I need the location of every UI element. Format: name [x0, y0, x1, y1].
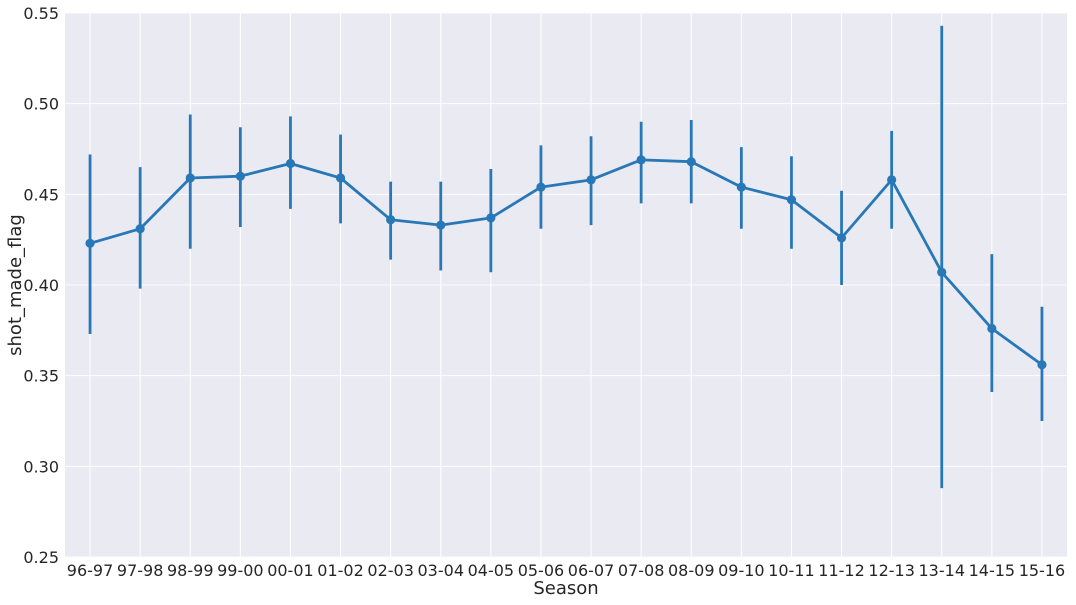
data-point — [235, 171, 245, 181]
data-point — [586, 175, 596, 185]
data-point — [185, 173, 195, 183]
y-tick-label: 0.35 — [23, 367, 59, 386]
data-point — [536, 182, 546, 192]
data-point — [85, 238, 95, 248]
data-point — [135, 224, 145, 234]
x-tick-label: 98-99 — [167, 561, 214, 580]
x-tick-labels: 96-97 97-98 98-99 99-00 00-01 01-02 02-03 03-04… — [67, 561, 1065, 580]
x-tick-label: 10-11 — [768, 561, 815, 580]
data-point — [335, 173, 346, 183]
x-tick-label: 14-15 — [969, 561, 1016, 580]
data-point — [636, 155, 646, 165]
y-tick-label: 0.30 — [23, 457, 59, 476]
x-tick-label: 07-08 — [618, 561, 665, 580]
data-point — [436, 220, 446, 230]
x-tick-label: 11-12 — [818, 561, 865, 580]
y-tick-label: 0.40 — [23, 276, 59, 295]
y-tick-label: 0.50 — [23, 95, 59, 114]
y-axis-title: shot_made_flag — [5, 214, 26, 356]
x-tick-label: 08-09 — [668, 561, 715, 580]
data-point — [486, 213, 496, 223]
x-tick-label: 13-14 — [919, 561, 966, 580]
series-points — [85, 155, 1047, 370]
x-tick-label: 09-10 — [718, 561, 765, 580]
data-point — [686, 157, 696, 167]
data-point — [786, 195, 797, 205]
data-point — [836, 233, 847, 243]
x-tick-label: 05-06 — [518, 561, 565, 580]
y-tick-labels: 0.25 0.30 0.35 0.40 0.45 0.50 0.55 — [23, 4, 59, 567]
data-point — [937, 267, 947, 277]
series-line — [89, 158, 1043, 366]
x-axis-title: Season — [533, 578, 598, 599]
x-tick-label: 96-97 — [67, 561, 114, 580]
data-point — [1037, 360, 1047, 370]
x-tick-label: 01-02 — [317, 561, 364, 580]
x-tick-label: 02-03 — [367, 561, 414, 580]
data-point — [736, 182, 746, 192]
data-point — [987, 323, 997, 334]
data-point — [285, 158, 296, 169]
grid — [65, 12, 1067, 558]
x-tick-label: 12-13 — [868, 561, 915, 580]
x-tick-label: 15-16 — [1019, 561, 1066, 580]
x-tick-label: 00-01 — [267, 561, 314, 580]
x-tick-label: 06-07 — [568, 561, 615, 580]
x-tick-label: 99-00 — [217, 561, 264, 580]
data-point — [386, 215, 396, 225]
data-point — [887, 175, 897, 185]
y-tick-label: 0.55 — [23, 4, 59, 23]
x-tick-label: 03-04 — [418, 561, 465, 580]
y-tick-label: 0.25 — [23, 548, 59, 567]
y-tick-label: 0.45 — [23, 185, 59, 204]
x-tick-label: 04-05 — [468, 561, 515, 580]
x-tick-label: 97-98 — [117, 561, 164, 580]
